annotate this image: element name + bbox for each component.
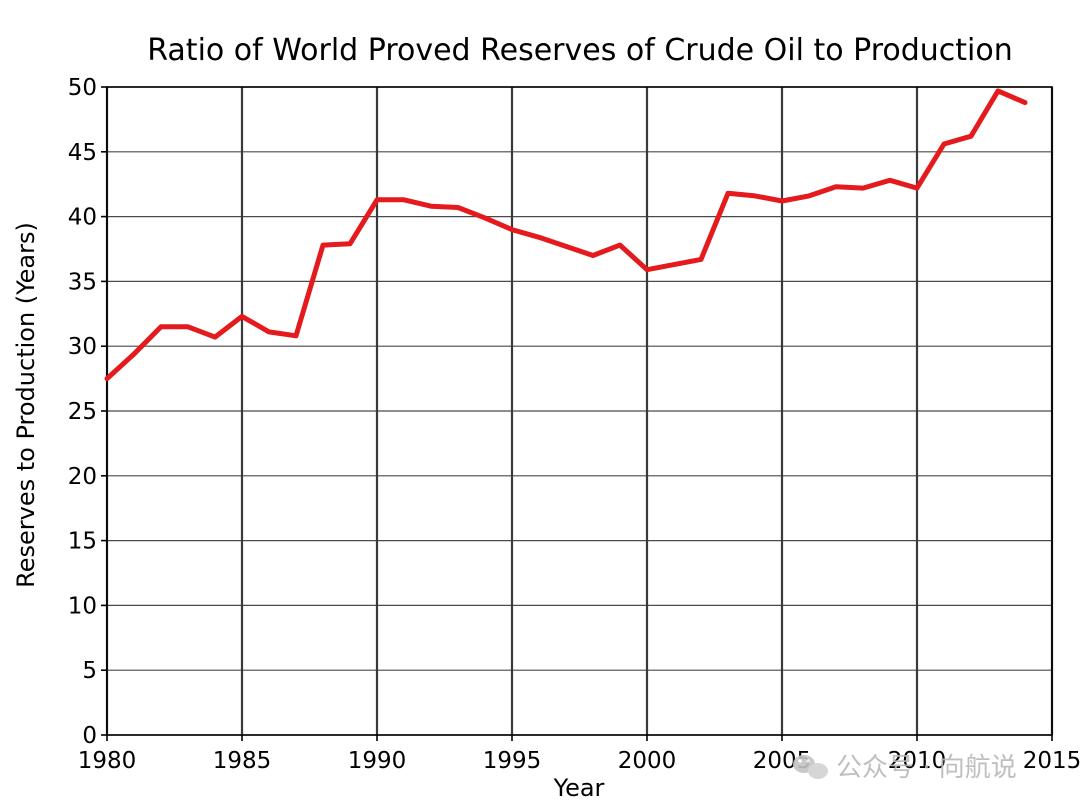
- x-tick-label: 1995: [483, 748, 542, 774]
- y-tick-label: 5: [82, 658, 97, 684]
- x-tick-label: 2000: [618, 748, 677, 774]
- chart-title: Ratio of World Proved Reserves of Crude …: [147, 33, 1013, 68]
- y-tick-label: 35: [68, 269, 97, 295]
- y-tick-label: 10: [68, 593, 97, 619]
- y-tick-label: 15: [68, 529, 97, 555]
- x-tick-label: 2010: [888, 748, 947, 774]
- watermark-text: 公众号 · 向航说: [836, 753, 1017, 783]
- x-tick-label: 1980: [78, 748, 137, 774]
- series-group: [104, 88, 1028, 382]
- y-axis-ticks: 0 5 10 15 20 25 30 35 40 45 50: [68, 75, 107, 749]
- y-tick-label: 20: [68, 464, 97, 490]
- y-axis-label: Reserves to Production (Years): [12, 222, 40, 588]
- y-tick-label: 25: [68, 399, 97, 425]
- y-tick-label: 30: [68, 334, 97, 360]
- wechat-icon: [793, 755, 828, 779]
- watermark: 公众号 · 向航说: [793, 753, 1017, 783]
- y-tick-label: 50: [68, 75, 97, 101]
- x-tick-label: 1985: [213, 748, 272, 774]
- y-tick-label: 40: [68, 205, 97, 231]
- x-tick-label: 2015: [1023, 748, 1080, 774]
- y-tick-label: 45: [68, 140, 97, 166]
- y-tick-label: 0: [82, 723, 97, 749]
- x-axis-ticks: 1980 1985 1990 1995 2000 2005 2010 2015: [78, 735, 1080, 774]
- x-axis-label: Year: [553, 774, 605, 802]
- x-tick-label: 1990: [348, 748, 407, 774]
- series-line: [104, 88, 1028, 382]
